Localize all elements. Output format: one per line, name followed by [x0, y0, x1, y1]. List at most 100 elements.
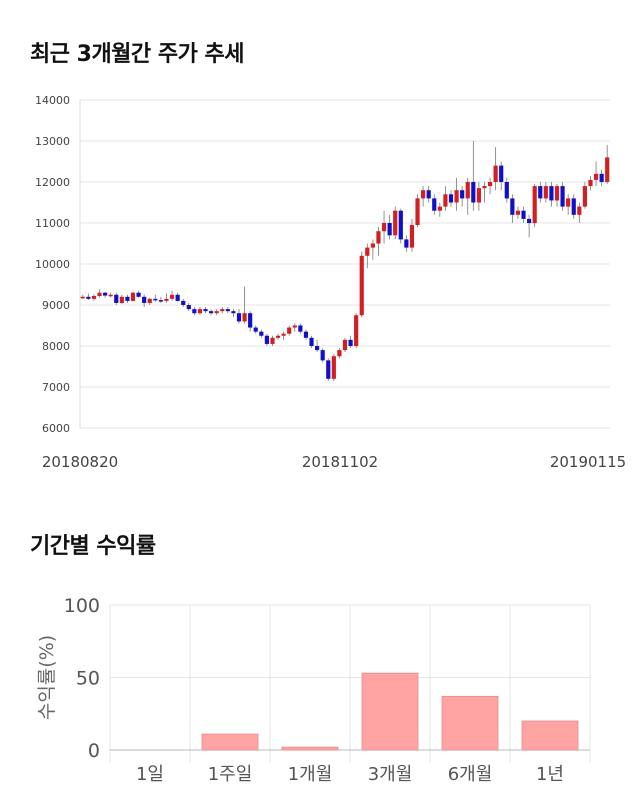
candle-body [549, 186, 554, 201]
candle-body [320, 350, 325, 361]
candle-body [181, 300, 186, 305]
candle-body [136, 292, 141, 297]
candle-body [582, 186, 587, 207]
candle-body [248, 313, 253, 328]
candle-body [376, 231, 381, 244]
candle-body [169, 294, 175, 299]
candle-body [114, 294, 119, 303]
candle-body [342, 339, 348, 351]
candle-body [315, 346, 320, 351]
candle-body [370, 243, 375, 248]
candle-body [571, 198, 576, 215]
return-bar [361, 672, 419, 751]
candle-body [437, 206, 442, 211]
candle-body [275, 335, 281, 338]
candle-body [192, 309, 197, 314]
candle-body [253, 327, 258, 332]
x-category-label: 1년 [536, 764, 564, 785]
candle-body [348, 339, 353, 346]
x-tick-label: 20181102 [302, 453, 378, 471]
candle-body [158, 300, 163, 302]
candle-body [471, 182, 476, 203]
candle-body [119, 296, 124, 303]
candle-body [415, 198, 420, 226]
y-tick-label: 14000 [35, 94, 70, 107]
candle-body [554, 186, 560, 201]
candle-body [281, 333, 286, 336]
x-category-label: 3개월 [368, 764, 413, 785]
candle-body [448, 194, 454, 203]
return-bar [201, 733, 259, 751]
candle-body [560, 186, 565, 207]
candle-body [354, 315, 359, 346]
candle-body [409, 225, 415, 248]
x-category-label: 1일 [136, 764, 164, 785]
candle-body [493, 165, 498, 182]
candle-body [476, 188, 481, 203]
candle-body [186, 305, 191, 310]
candle-body [225, 309, 230, 312]
candle-body [527, 218, 532, 223]
candle-body [521, 210, 526, 219]
return-chart-title: 기간별 수익률 [30, 534, 156, 559]
candle-body [231, 311, 236, 314]
candle-body [381, 223, 387, 232]
candle-body [303, 331, 309, 338]
candle-body [499, 165, 504, 182]
y-tick-label: 50 [76, 668, 100, 690]
candle-body [331, 356, 336, 379]
candle-body [599, 173, 604, 182]
candle-body [220, 309, 225, 312]
candle-body [421, 190, 426, 199]
candle-body [86, 296, 91, 299]
candle-body [80, 296, 85, 299]
candle-body [197, 309, 203, 314]
candle-body [593, 173, 599, 180]
candle-body [203, 309, 208, 312]
candle-body [309, 337, 314, 346]
y-axis-label: 수익률(%) [36, 635, 58, 720]
candle-body [164, 298, 169, 301]
candle-body [108, 294, 113, 297]
return-bar [281, 746, 339, 751]
candle-body [398, 210, 403, 240]
candle-body [454, 190, 459, 203]
candle-body [510, 198, 515, 215]
x-category-label: 6개월 [448, 764, 493, 785]
candle-body [91, 295, 97, 299]
y-tick-label: 10000 [35, 258, 70, 271]
candle-body [270, 337, 275, 344]
candle-body [153, 298, 158, 301]
y-tick-label: 9000 [42, 299, 70, 312]
candle-body [543, 186, 548, 199]
candle-body [538, 186, 543, 199]
candle-body [287, 327, 292, 334]
candle-body [236, 313, 242, 322]
candle-body [532, 186, 537, 223]
x-category-label: 1주일 [208, 764, 253, 785]
price-trend-chart: 14000 13000 12000 11000 10000 9000 8000 7000 600… [35, 94, 626, 471]
x-category-label: 1개월 [288, 764, 333, 785]
candle-body [588, 179, 593, 187]
candle-body [393, 210, 398, 236]
candle-body [404, 239, 409, 248]
candle-body [337, 350, 342, 357]
candle-body [142, 296, 147, 303]
candle-body [365, 247, 370, 256]
candle-body [566, 198, 571, 207]
candle-body [175, 294, 180, 301]
candle-body [125, 296, 130, 301]
price-chart-title: 최근 3개월간 주가 추세 [30, 42, 244, 67]
y-tick-label: 11000 [35, 217, 70, 230]
return-bar [521, 720, 579, 751]
candle-body [515, 210, 521, 215]
candle-body [103, 292, 108, 296]
candle-body [432, 198, 437, 211]
candle-body [298, 325, 303, 332]
candle-body [504, 182, 509, 199]
candle-body [147, 298, 152, 303]
return-bar [441, 695, 499, 751]
candle-body [214, 311, 219, 314]
candle-body [387, 223, 392, 236]
